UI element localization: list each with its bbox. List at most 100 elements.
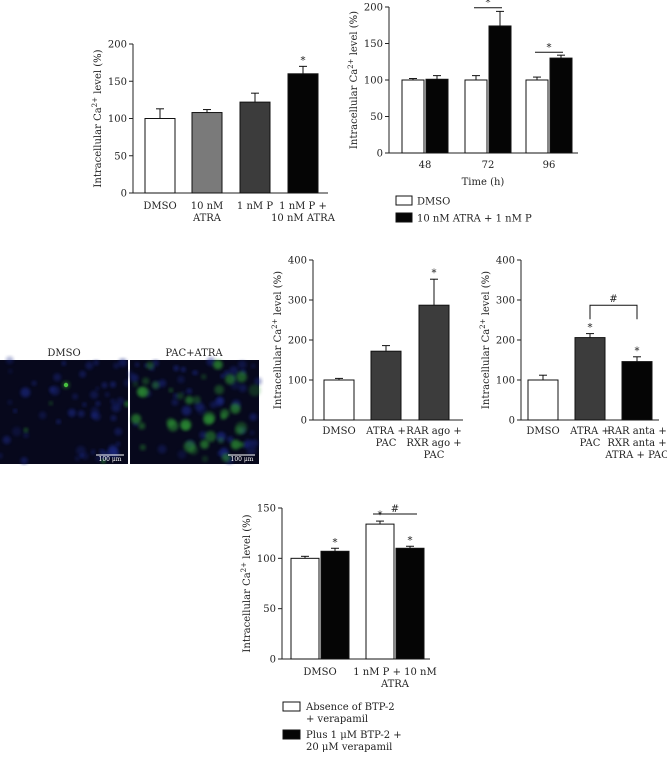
- y-tick-label: 200: [108, 40, 127, 51]
- bar-0: [144, 118, 176, 194]
- nucleus-stain: [250, 439, 259, 448]
- x-tick-label-3-line-1: 10 nM ATRA: [271, 213, 336, 224]
- nucleus-stain: [186, 388, 192, 394]
- significance-bracket-0: [589, 304, 638, 320]
- calcium-stain: [192, 395, 201, 404]
- nucleus-stain: [23, 432, 29, 439]
- significance-label-0: #: [609, 294, 617, 305]
- calcium-stain: [217, 437, 224, 444]
- bar-3: [287, 73, 319, 194]
- scale-label-dmso: 100 μm: [99, 456, 122, 463]
- y-tick-label: 100: [364, 76, 383, 87]
- nucleus-stain: [157, 444, 167, 454]
- bar-series-1-1: [395, 547, 425, 660]
- nucleus-stain: [115, 441, 121, 447]
- bar-1: [574, 337, 606, 421]
- x-tick-label-0: 48: [419, 160, 432, 171]
- nucleus-stain: [227, 436, 234, 443]
- nucleus-stain: [206, 357, 216, 367]
- bar-dmso-1: [464, 79, 488, 154]
- bar-series-1-0-significance: *: [333, 537, 338, 548]
- micrograph-dmso: 100 μm: [0, 356, 132, 465]
- y-tick-label: 100: [108, 114, 127, 125]
- nucleus-stain: [74, 455, 80, 461]
- y-tick-label: 100: [288, 376, 307, 387]
- bar-2: [418, 304, 450, 421]
- nucleus-stain: [48, 386, 56, 393]
- calcium-stain: [220, 409, 230, 418]
- nucleus-stain: [31, 380, 37, 386]
- bar-series-0-1-significance: *: [378, 510, 383, 521]
- chart-calcium-agonists: 0 100 200 300 400 Intracellular Ca2+ level (%…: [271, 256, 463, 461]
- x-tick-label-0-line-0: DMSO: [322, 426, 355, 437]
- legend-label-0: DMSO: [417, 197, 450, 208]
- bar-series-0-1: [365, 523, 395, 660]
- bar-1-significance: *: [588, 323, 593, 334]
- nucleus-stain: [209, 401, 217, 409]
- nucleus-stain: [177, 450, 187, 459]
- bar-1: [370, 350, 402, 421]
- bar-3-significance: *: [301, 55, 306, 66]
- nucleus-stain: [249, 413, 257, 421]
- calcium-stain: [183, 440, 196, 453]
- bar-1: [191, 112, 223, 194]
- nucleus-stain: [181, 405, 192, 416]
- nucleus-stain: [53, 373, 62, 382]
- calcium-stain: [136, 387, 146, 397]
- nucleus-stain: [76, 445, 86, 456]
- nucleus-stain: [152, 359, 160, 367]
- nucleus-stain: [90, 451, 95, 456]
- nucleus-stain: [254, 377, 262, 386]
- calcium-stain: [176, 392, 184, 400]
- x-tick-label-0-line-0: DMSO: [303, 667, 336, 678]
- nucleus-stain: [130, 373, 139, 383]
- nucleus-stain: [237, 360, 247, 369]
- nucleus-stain: [93, 359, 99, 366]
- chart-calcium-btp2-verapamil: 0 50 100 150 Intracellular Ca2+ level (%) * DM…: [240, 504, 437, 754]
- nucleus-stain: [67, 408, 77, 418]
- scale-label-pac-atra: 100 μm: [231, 456, 254, 463]
- legend-swatch-0: [395, 195, 413, 206]
- calcium-stain: [146, 361, 154, 370]
- legend-label-1-line-1: 20 μM verapamil: [306, 742, 392, 753]
- nucleus-stain: [56, 419, 61, 425]
- nucleus-stain: [158, 379, 167, 388]
- x-tick-label-0-line-0: DMSO: [143, 201, 176, 212]
- y-tick-label: 400: [288, 256, 307, 267]
- nucleus-stain: [251, 363, 256, 369]
- nucleus-stain: [171, 398, 179, 406]
- nucleus-stain: [0, 452, 3, 459]
- nucleus-stain: [116, 397, 125, 406]
- y-tick-label: 100: [496, 376, 515, 387]
- nucleus-stain: [12, 426, 22, 437]
- y-tick-label: 150: [364, 39, 383, 50]
- y-axis-label: Intracellular Ca2+ level (%): [271, 271, 284, 409]
- nucleus-stain: [20, 387, 31, 398]
- x-axis-label: Time (h): [462, 177, 505, 188]
- micrograph-panels: DMSO PAC+ATRA 100 μm 100 μm: [0, 348, 262, 465]
- x-tick-label-1-line-1: PAC: [580, 438, 601, 449]
- y-tick-label: 150: [108, 77, 127, 88]
- x-tick-label-1-line-0: ATRA +: [365, 426, 406, 437]
- calcium-stain: [230, 403, 241, 414]
- x-tick-label-2-line-2: ATRA + PAC: [604, 450, 667, 461]
- nucleus-stain: [8, 369, 13, 374]
- chart-calcium-time-course: 0 50 100 150 200 Intracellular Ca2+ level (%)…: [347, 0, 578, 225]
- significance-label-0: #: [391, 504, 399, 515]
- y-tick-label: 200: [364, 3, 383, 14]
- nucleus-stain: [95, 386, 100, 391]
- nucleus-stain: [90, 406, 99, 415]
- x-tick-label-1-line-1: ATRA: [192, 213, 222, 224]
- y-axis-label: Intracellular Ca2+ level (%): [91, 49, 104, 187]
- nucleus-stain: [7, 399, 13, 405]
- bar-series-1-1-significance: *: [408, 535, 413, 546]
- nucleus-stain: [38, 411, 47, 420]
- significance-label-0: *: [486, 0, 491, 9]
- bar-2-significance: *: [432, 268, 437, 279]
- y-tick-label: 200: [496, 336, 515, 347]
- calcium-stain: [132, 381, 139, 387]
- nucleus-stain: [113, 362, 120, 369]
- x-tick-label-2-line-1: RXR anta +: [607, 438, 666, 449]
- y-tick-label: 300: [288, 296, 307, 307]
